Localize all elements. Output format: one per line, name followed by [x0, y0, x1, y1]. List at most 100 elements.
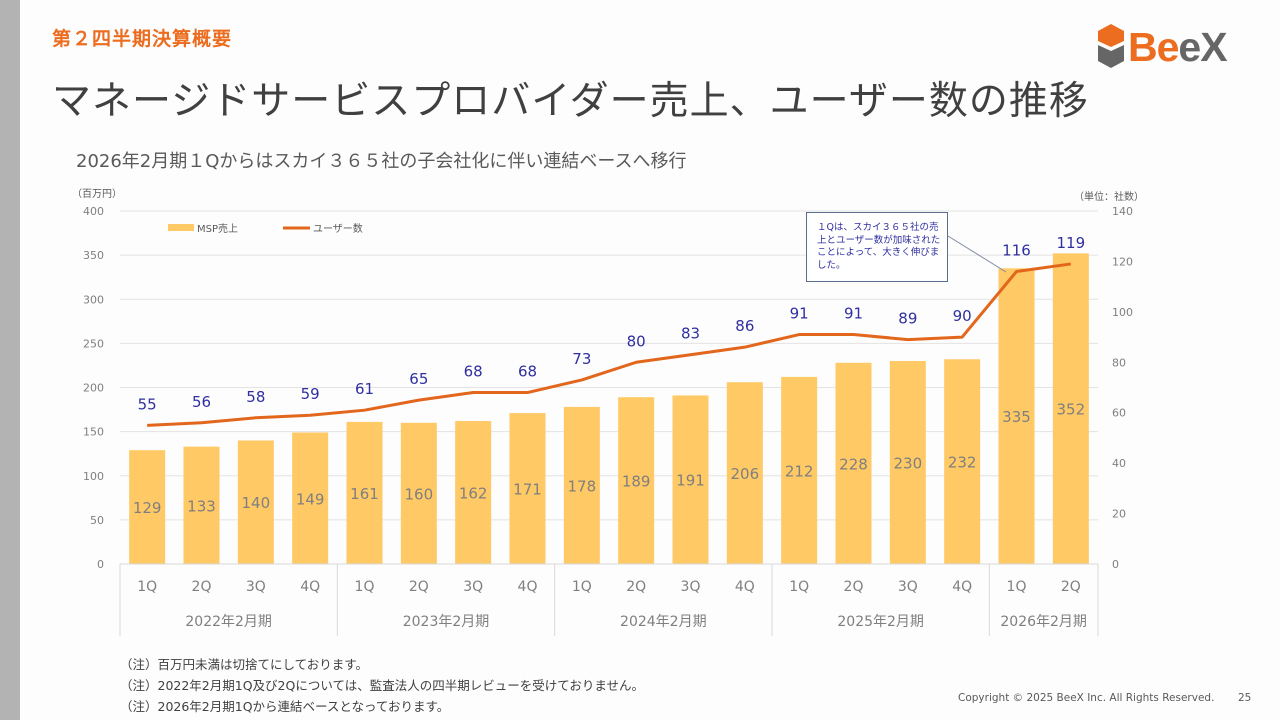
bar-msp-sales	[346, 421, 383, 564]
category-tick-label: 3Q	[681, 579, 701, 595]
group-label: 2026年2月期	[1000, 614, 1087, 630]
line-data-label: 119	[1057, 234, 1086, 252]
category-tick-label: 4Q	[518, 579, 538, 595]
logo-text-gray: eX	[1178, 24, 1227, 70]
bar-data-label: 191	[676, 472, 705, 490]
bar-msp-sales	[781, 376, 818, 564]
bar-data-label: 162	[459, 485, 488, 503]
right-axis-tick-label: 80	[1112, 356, 1126, 369]
bar-data-label: 133	[187, 497, 216, 515]
category-tick-label: 4Q	[735, 579, 755, 595]
line-data-label: 59	[301, 385, 320, 403]
left-axis-tick-label: 300	[83, 293, 104, 306]
bar-data-label: 335	[1002, 408, 1031, 426]
left-axis-tick-label: 150	[83, 426, 104, 439]
bar-msp-sales	[563, 406, 600, 564]
line-data-label: 68	[464, 363, 483, 381]
bar-msp-sales	[183, 446, 220, 564]
line-data-label: 55	[138, 395, 157, 413]
category-tick-label: 2Q	[1061, 579, 1081, 595]
line-data-label: 86	[735, 317, 754, 335]
right-axis-tick-label: 140	[1112, 205, 1133, 218]
right-axis-unit-label: （単位：社数）	[1074, 190, 1144, 203]
category-tick-label: 3Q	[463, 579, 483, 595]
bar-data-label: 189	[622, 473, 651, 491]
category-tick-label: 3Q	[898, 579, 918, 595]
legend-label-msp-sales: MSP売上	[197, 222, 238, 235]
line-data-label: 68	[518, 363, 537, 381]
bar-msp-sales	[672, 395, 709, 564]
footnote: （注）百万円未満は切捨てにしております。	[120, 657, 369, 672]
line-data-label: 90	[953, 307, 972, 325]
bar-msp-sales	[509, 413, 546, 564]
line-data-label: 91	[844, 305, 863, 323]
category-tick-label: 1Q	[355, 579, 375, 595]
right-axis-tick-label: 60	[1112, 407, 1126, 420]
beex-hexagon-logo-icon	[1098, 24, 1124, 68]
bar-msp-sales	[455, 421, 492, 564]
bar-msp-sales	[400, 422, 437, 564]
left-axis-unit-label: （百万円）	[72, 188, 122, 200]
line-data-label: 58	[246, 388, 265, 406]
bar-data-label: 160	[405, 485, 434, 503]
left-axis-tick-label: 100	[83, 470, 104, 483]
bar-msp-sales	[889, 361, 926, 564]
left-axis-tick-label: 200	[83, 382, 104, 395]
group-label: 2023年2月期	[403, 614, 490, 630]
line-data-label: 73	[572, 350, 591, 368]
category-tick-label: 2Q	[409, 579, 429, 595]
bar-msp-sales	[944, 359, 981, 564]
line-data-label: 80	[627, 332, 646, 350]
category-tick-label: 1Q	[1007, 579, 1027, 595]
category-tick-label: 2Q	[626, 579, 646, 595]
copyright: Copyright © 2025 BeeX Inc. All Rights Re…	[958, 692, 1215, 704]
left-decorative-band	[0, 0, 20, 720]
logo-text-orange: Be	[1128, 24, 1179, 70]
logo-wordmark: BeeX	[1128, 24, 1228, 70]
right-axis-tick-label: 100	[1112, 306, 1133, 319]
line-data-label: 56	[192, 393, 211, 411]
left-axis-tick-label: 50	[90, 514, 104, 527]
group-label: 2024年2月期	[620, 614, 707, 630]
chart-subtitle: 2026年2月期１Qからはスカイ３６５社の子会社化に伴い連結ベースへ移行	[76, 151, 687, 172]
category-tick-label: 4Q	[300, 579, 320, 595]
line-data-label: 89	[898, 310, 917, 328]
line-data-label: 116	[1002, 242, 1031, 260]
bar-data-label: 230	[894, 455, 923, 473]
group-label: 2022年2月期	[185, 614, 272, 630]
page-number: 25	[1238, 692, 1252, 704]
left-axis-tick-label: 0	[97, 558, 104, 571]
category-tick-label: 4Q	[952, 579, 972, 595]
right-axis-tick-label: 0	[1112, 558, 1119, 571]
beex-logo: BeeX	[1096, 23, 1236, 71]
bar-data-label: 161	[350, 485, 379, 503]
annotation-callout: １Qは、スカイ３６５社の売上とユーザー数が加味されたことによって、大きく伸びまし…	[806, 212, 948, 282]
line-data-label: 91	[790, 305, 809, 323]
right-axis-tick-label: 20	[1112, 508, 1126, 521]
bar-data-label: 129	[133, 499, 162, 517]
bar-data-label: 178	[568, 477, 597, 495]
category-tick-label: 1Q	[137, 579, 157, 595]
left-axis-tick-label: 350	[83, 249, 104, 262]
bar-data-label: 171	[513, 481, 542, 499]
category-tick-label: 2Q	[192, 579, 212, 595]
footnote: （注）2022年2月期1Q及び2Qについては、監査法人の四半期レビューを受けてお…	[120, 678, 644, 693]
right-axis-tick-label: 120	[1112, 255, 1133, 268]
line-data-label: 83	[681, 325, 700, 343]
bar-msp-sales	[726, 382, 763, 564]
right-axis-tick-label: 40	[1112, 457, 1126, 470]
bar-msp-sales	[1052, 253, 1089, 565]
left-axis-tick-label: 400	[83, 205, 104, 218]
callout-leader-line	[947, 235, 1007, 273]
bar-msp-sales	[292, 432, 329, 564]
bar-data-label: 352	[1057, 401, 1086, 419]
category-tick-label: 3Q	[246, 579, 266, 595]
bar-msp-sales	[835, 362, 872, 564]
line-data-label: 61	[355, 380, 374, 398]
footnote: （注）2026年2月期1Qから連結ベースとなっております。	[120, 699, 450, 714]
footnotes: （注）百万円未満は切捨てにしております。 （注）2022年2月期1Q及び2Qにつ…	[120, 654, 644, 717]
bar-data-label: 206	[731, 465, 760, 483]
bar-data-label: 149	[296, 490, 325, 508]
bar-data-label: 232	[948, 454, 977, 472]
bar-msp-sales	[618, 397, 655, 564]
